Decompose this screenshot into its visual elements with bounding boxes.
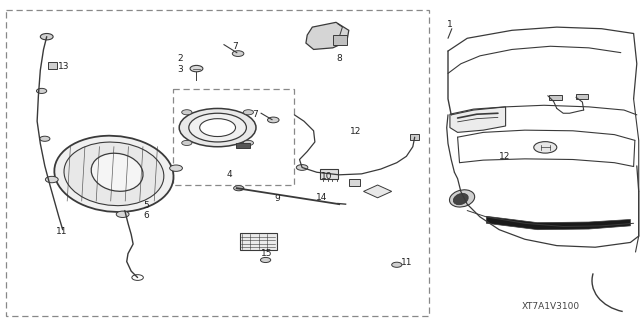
Circle shape bbox=[179, 108, 256, 147]
Circle shape bbox=[234, 186, 244, 191]
Bar bbox=[6, 10, 429, 316]
Circle shape bbox=[243, 110, 253, 115]
Circle shape bbox=[182, 110, 192, 115]
Circle shape bbox=[296, 165, 308, 170]
Text: 4: 4 bbox=[227, 170, 232, 179]
Bar bbox=[236, 143, 250, 148]
Bar bbox=[576, 94, 588, 99]
Text: 15: 15 bbox=[260, 249, 272, 258]
Text: 9: 9 bbox=[275, 194, 280, 203]
Circle shape bbox=[182, 140, 192, 145]
Circle shape bbox=[40, 136, 50, 141]
Text: 12: 12 bbox=[350, 127, 362, 136]
Circle shape bbox=[232, 51, 244, 56]
Bar bbox=[410, 134, 419, 140]
Ellipse shape bbox=[92, 153, 143, 191]
Bar bbox=[240, 233, 277, 250]
Text: 3: 3 bbox=[178, 65, 183, 74]
Bar bbox=[48, 62, 57, 69]
Text: 10: 10 bbox=[321, 172, 332, 181]
Text: 2: 2 bbox=[178, 54, 183, 63]
Circle shape bbox=[189, 113, 246, 142]
Text: XT7A1V3100: XT7A1V3100 bbox=[522, 302, 579, 311]
Bar bbox=[549, 95, 562, 100]
Bar bbox=[333, 35, 347, 45]
Circle shape bbox=[260, 257, 271, 263]
Ellipse shape bbox=[453, 193, 468, 205]
Text: 13: 13 bbox=[58, 62, 70, 71]
Circle shape bbox=[40, 33, 53, 40]
Text: 7: 7 bbox=[252, 110, 257, 119]
Polygon shape bbox=[486, 216, 630, 230]
Text: 11: 11 bbox=[401, 258, 413, 267]
Circle shape bbox=[170, 165, 182, 171]
Bar bbox=[349, 179, 360, 186]
Bar bbox=[173, 89, 294, 185]
Ellipse shape bbox=[449, 190, 475, 207]
Text: 5: 5 bbox=[143, 201, 148, 210]
Polygon shape bbox=[306, 22, 349, 49]
Bar bbox=[320, 169, 338, 179]
Circle shape bbox=[116, 211, 129, 218]
Circle shape bbox=[534, 142, 557, 153]
Text: 11: 11 bbox=[56, 227, 67, 236]
Circle shape bbox=[36, 88, 47, 93]
Circle shape bbox=[200, 119, 236, 137]
Circle shape bbox=[392, 262, 402, 267]
Ellipse shape bbox=[64, 142, 164, 206]
Text: 8: 8 bbox=[337, 54, 342, 63]
Circle shape bbox=[268, 117, 279, 123]
Text: 14: 14 bbox=[316, 193, 327, 202]
Text: 6: 6 bbox=[143, 211, 148, 220]
Polygon shape bbox=[364, 185, 392, 198]
Polygon shape bbox=[450, 107, 506, 132]
Text: 7: 7 bbox=[233, 42, 238, 51]
Ellipse shape bbox=[54, 136, 173, 212]
Circle shape bbox=[190, 65, 203, 72]
Circle shape bbox=[243, 140, 253, 145]
Text: 12: 12 bbox=[499, 152, 510, 161]
Circle shape bbox=[45, 176, 58, 183]
Text: 1: 1 bbox=[447, 20, 452, 29]
